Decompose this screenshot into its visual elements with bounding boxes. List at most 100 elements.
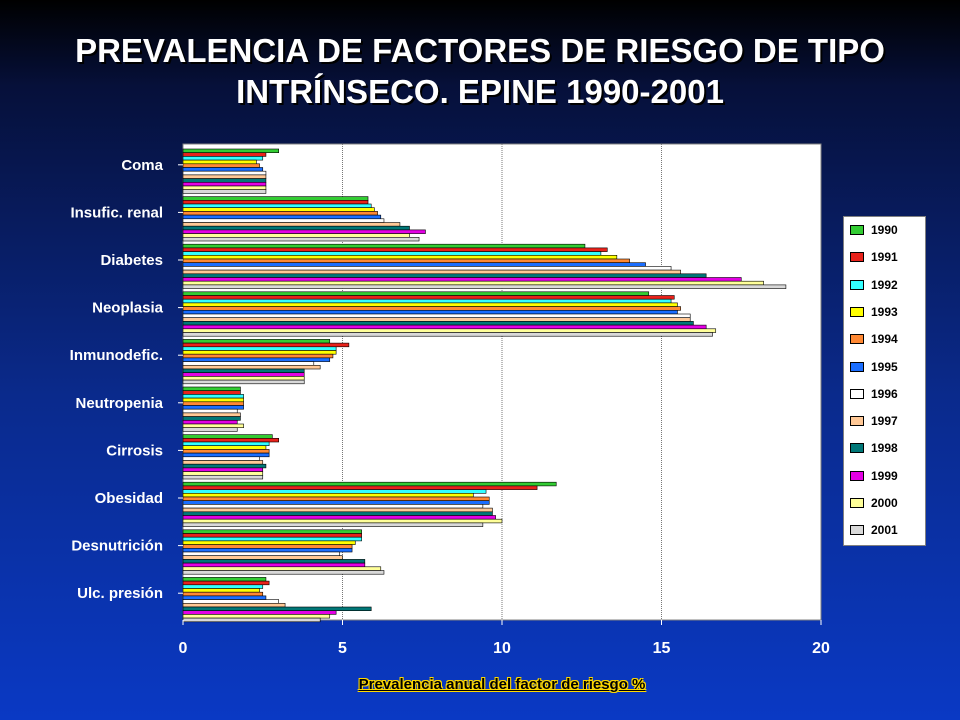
legend-swatch [850,361,864,372]
bar [182,474,264,480]
bar [182,481,557,487]
bar-group [182,577,372,623]
bar [182,251,602,256]
bar [182,599,279,604]
legend-item: 1990 [850,223,898,237]
chart-title-line-1: PREVALENCIA DE FACTORES DE RIESGO DE TIP… [75,32,885,69]
bar [182,357,331,362]
legend-swatch [850,470,864,481]
bar [182,540,356,545]
bar [182,321,694,326]
bar [182,302,678,307]
bar [182,496,490,502]
legend-item: 1997 [850,414,898,428]
bar [182,460,264,465]
bar [182,214,382,220]
bar [182,394,244,399]
bar [182,449,270,454]
legend-label: 1999 [871,468,898,483]
bar [182,580,270,586]
bar [182,211,378,216]
bar [182,595,267,600]
legend-item: 1999 [850,469,898,483]
bar [182,350,337,355]
bar [182,313,691,319]
bar [182,445,267,450]
legend-label: 1998 [871,441,898,456]
bar [182,555,343,560]
bar [182,203,372,209]
bar [182,544,353,549]
legend-label: 1997 [871,414,898,429]
bar [182,588,260,593]
bar [182,178,267,183]
legend-item: 2000 [850,496,898,510]
legend-swatch [850,306,864,317]
bar [182,614,331,619]
bar [182,156,264,161]
bar [182,423,244,429]
y-tick-label: Desnutrición [71,538,163,555]
legend-label: 1990 [871,223,898,237]
y-tick-label: Diabetes [100,252,163,269]
bar-group [182,434,279,480]
bar [182,342,350,348]
bar [182,163,260,168]
x-axis: 0 5 10 15 20 [179,620,830,657]
y-tick-label: Cirrosis [106,442,163,459]
bar [182,324,707,330]
x-tick-label: 15 [653,640,671,657]
chart-title: PREVALENCIA DE FACTORES DE RIESGO DE TIP… [0,30,960,112]
bar [182,504,484,509]
x-tick-label: 20 [812,640,830,657]
bar [182,372,305,377]
bar-group [182,148,279,194]
legend-swatch [850,525,864,536]
bar [182,152,267,157]
bar [182,222,401,227]
bar [182,570,385,575]
bar [182,225,410,231]
legend-swatch [850,252,864,263]
bar [182,536,362,542]
legend-label: 1991 [871,250,898,265]
bars [182,148,787,623]
bar [182,566,382,571]
bar [182,610,337,615]
bar [182,437,279,443]
bar [182,284,787,289]
bar [182,277,742,282]
legend-label: 1993 [871,304,898,319]
x-tick-label: 10 [493,640,511,657]
bar [182,361,315,366]
bar-group [182,529,385,575]
bar [182,386,241,392]
legend-item: 1998 [850,441,898,455]
bar [182,419,238,425]
bar [182,591,264,597]
legend-swatch [850,388,864,399]
bar [182,353,334,359]
bar [182,456,260,461]
bar [182,416,241,421]
legend-label: 2000 [871,496,898,510]
bar-group [182,243,787,289]
bar [182,317,691,322]
bar [182,441,270,447]
bar [182,262,646,267]
y-tick-label: Obesidad [95,490,163,507]
bar [182,522,484,527]
legend-swatch [850,279,864,290]
bar [182,617,321,623]
bar [182,518,503,524]
y-tick-label: Neoplasia [92,300,164,317]
bar-group [182,291,717,337]
bar [182,247,608,252]
bar [182,306,681,311]
y-tick-label: Neutropenia [75,395,163,412]
bar [182,368,305,374]
legend-item: 1994 [850,332,898,346]
x-tick-label: 0 [179,640,188,657]
bar [182,547,353,553]
bar [182,170,267,176]
